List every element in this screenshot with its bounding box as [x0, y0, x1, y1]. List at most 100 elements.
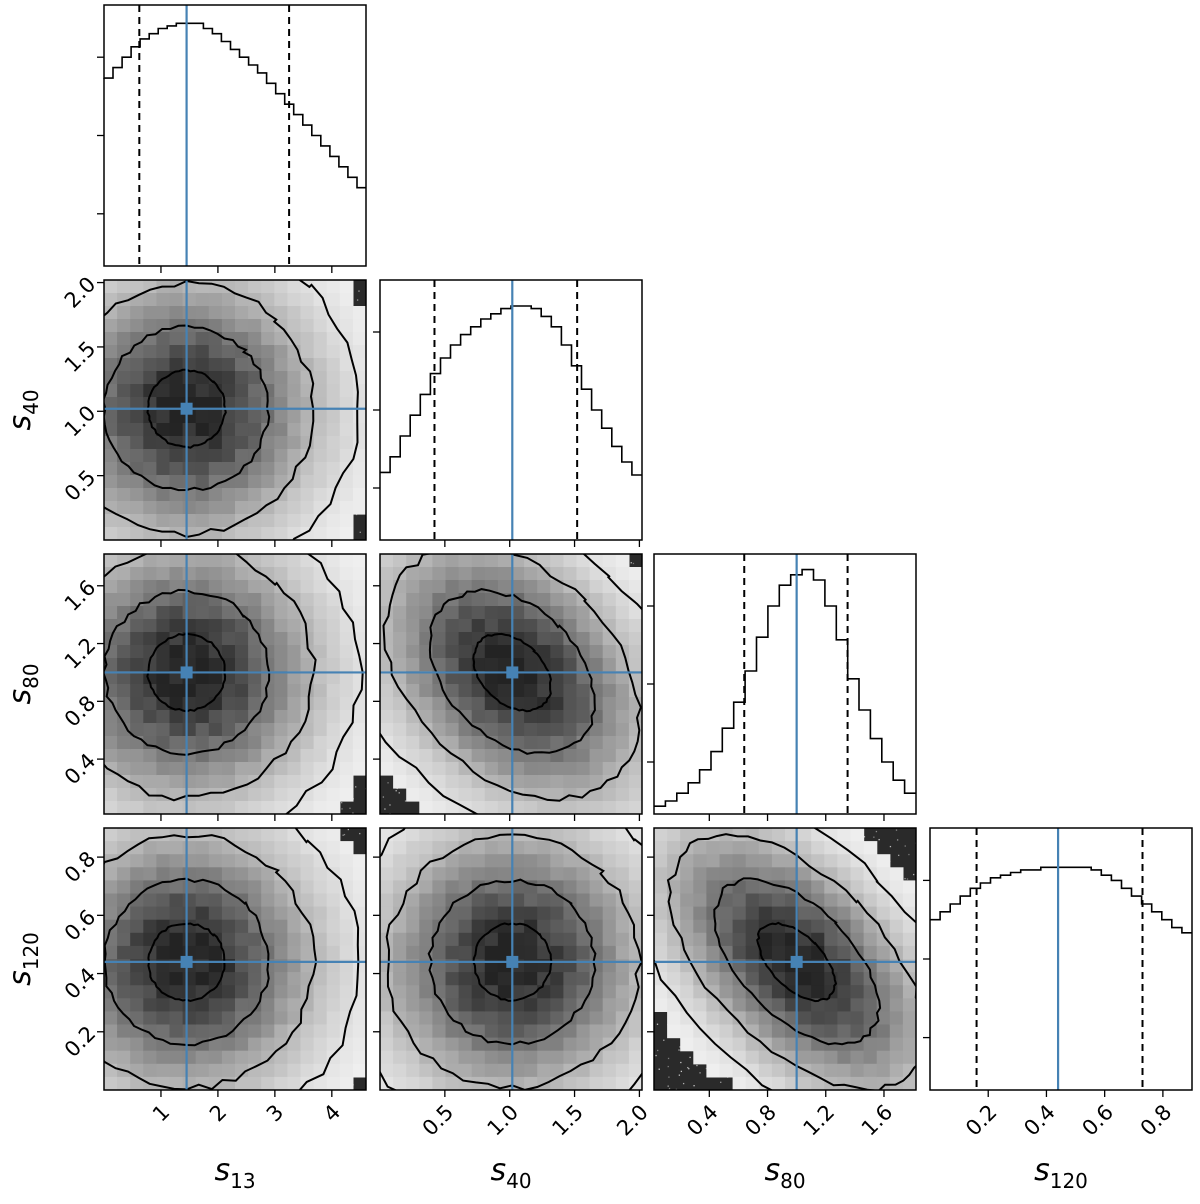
density-cell	[130, 306, 144, 320]
density-cell	[314, 933, 328, 947]
density-cell	[196, 710, 210, 724]
density-cell	[183, 972, 197, 986]
density-cell	[524, 580, 538, 594]
density-cell	[577, 606, 591, 620]
density-cell	[130, 645, 144, 659]
density-cell	[143, 319, 157, 333]
density-cell	[274, 828, 288, 842]
density-cell	[301, 749, 315, 763]
density-cell	[196, 854, 210, 868]
density-cell	[393, 880, 407, 894]
density-cell	[314, 684, 328, 698]
density-cell	[104, 1077, 118, 1091]
density-cell	[353, 606, 367, 620]
density-cell	[143, 501, 157, 515]
density-cell	[287, 306, 301, 320]
density-cell	[314, 1051, 328, 1065]
density-cell	[170, 736, 184, 750]
density-cell	[117, 762, 131, 776]
density-cell	[524, 567, 538, 581]
density-cell	[432, 828, 446, 842]
density-cell	[327, 775, 341, 789]
density-cell	[235, 319, 249, 333]
density-cell	[274, 306, 288, 320]
density-cell	[261, 1064, 275, 1078]
density-cell	[314, 749, 328, 763]
density-cell	[222, 632, 236, 646]
density-cell	[143, 985, 157, 999]
density-cell	[340, 371, 354, 385]
density-cell	[340, 632, 354, 646]
density-cell	[209, 658, 223, 672]
density-cell	[143, 449, 157, 463]
density-cell	[577, 749, 591, 763]
density-cell	[327, 619, 341, 633]
density-cell	[432, 645, 446, 659]
density-cell	[209, 710, 223, 724]
density-cell	[248, 332, 262, 346]
density-cell	[287, 946, 301, 960]
density-cell	[432, 567, 446, 581]
density-cell	[209, 501, 223, 515]
density-cell	[130, 998, 144, 1012]
density-cell	[563, 684, 577, 698]
density-cell	[419, 1077, 433, 1091]
density-cell	[183, 306, 197, 320]
density-cell	[498, 619, 512, 633]
density-cell	[340, 985, 354, 999]
density-cell	[248, 488, 262, 502]
density-cell	[235, 475, 249, 489]
density-cell	[261, 527, 275, 541]
density-cell	[406, 1077, 420, 1091]
density-cell	[130, 749, 144, 763]
density-cell	[117, 501, 131, 515]
density-cell	[117, 697, 131, 711]
density-cell	[183, 606, 197, 620]
density-cell	[183, 749, 197, 763]
density-cell	[314, 280, 328, 294]
density-cell	[235, 1051, 249, 1065]
density-cell	[550, 684, 564, 698]
density-cell	[327, 697, 341, 711]
scatter-point	[341, 808, 342, 809]
density-cell	[301, 894, 315, 908]
density-cell	[274, 1025, 288, 1039]
density-cell	[261, 280, 275, 294]
density-cell	[393, 658, 407, 672]
density-cell	[274, 645, 288, 659]
density-cell	[156, 775, 170, 789]
density-cell	[222, 645, 236, 659]
density-cell	[393, 723, 407, 737]
density-cell	[183, 619, 197, 633]
density-cell	[314, 580, 328, 594]
density-cell	[196, 501, 210, 515]
density-cell	[524, 606, 538, 620]
density-cell	[537, 749, 551, 763]
density-cell	[327, 801, 341, 815]
density-cell	[301, 619, 315, 633]
density-cell	[130, 488, 144, 502]
density-cell	[248, 684, 262, 698]
density-cell	[459, 593, 473, 607]
density-cell	[248, 933, 262, 947]
density-cell	[432, 946, 446, 960]
density-cell	[156, 410, 170, 424]
density-cell	[274, 619, 288, 633]
density-cell	[472, 749, 486, 763]
density-cell	[380, 697, 394, 711]
density-cell	[301, 1038, 315, 1052]
density-cell	[301, 293, 315, 307]
density-cell	[419, 920, 433, 934]
density-cell	[314, 554, 328, 568]
density-cell	[353, 1025, 367, 1039]
density-cell	[235, 645, 249, 659]
density-cell	[353, 749, 367, 763]
density-cell	[498, 567, 512, 581]
density-cell	[274, 985, 288, 999]
density-cell	[603, 801, 617, 815]
density-cell	[183, 894, 197, 908]
density-cell	[104, 1011, 118, 1025]
density-cell	[183, 710, 197, 724]
density-cell	[222, 345, 236, 359]
density-cell	[287, 788, 301, 802]
